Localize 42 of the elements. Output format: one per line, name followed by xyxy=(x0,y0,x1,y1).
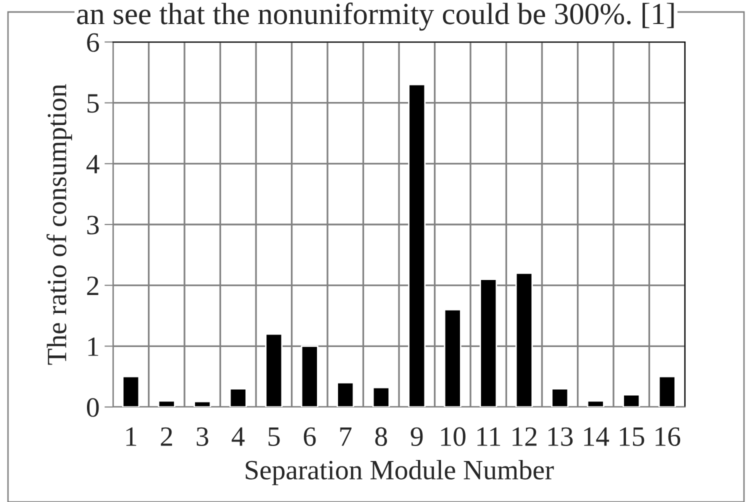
x-tick-label: 15 xyxy=(620,427,644,446)
y-tick-label: 1 xyxy=(88,337,98,356)
y-tick-label: 5 xyxy=(88,94,99,113)
bar xyxy=(658,376,676,407)
x-tick-label: 5 xyxy=(268,428,280,446)
y-tick-label: 6 xyxy=(87,33,99,52)
x-axis-title: Separation Module Number xyxy=(246,460,554,486)
x-tick-label: 2 xyxy=(160,427,172,446)
bar xyxy=(480,278,498,407)
bar xyxy=(336,382,354,407)
bar xyxy=(551,388,569,407)
text: an see that the nonuniformity could be 300%. [1] xyxy=(77,2,674,31)
x-tick-label: 11 xyxy=(477,427,500,446)
bar xyxy=(408,84,426,407)
y-axis-title: The ratio of consumption xyxy=(46,84,72,365)
x-tick-label: 6 xyxy=(304,427,316,446)
bar xyxy=(444,308,462,407)
bar xyxy=(622,394,640,407)
y-tick-label: 0 xyxy=(86,398,99,417)
x-tick-label: 10 xyxy=(441,427,466,446)
bar xyxy=(586,400,604,407)
x-tick-label: 8 xyxy=(375,427,388,446)
x-tick-label: 1 xyxy=(126,427,136,446)
x-tick-label: 14 xyxy=(584,427,610,446)
x-tick-label: 16 xyxy=(656,427,680,446)
bar xyxy=(229,388,247,407)
bar xyxy=(194,400,212,407)
bar xyxy=(300,345,318,407)
bar xyxy=(265,333,283,407)
y-tick-label: 2 xyxy=(87,276,98,295)
x-tick-label: 12 xyxy=(512,427,536,446)
bar xyxy=(122,376,140,407)
x-tick-label: 9 xyxy=(410,427,423,446)
bar xyxy=(372,386,390,407)
y-tick-label: 4 xyxy=(86,155,100,174)
bar xyxy=(158,400,176,407)
x-tick-label: 3 xyxy=(196,427,208,446)
x-tick-label: 4 xyxy=(232,427,245,446)
x-tick-label: 7 xyxy=(340,428,352,446)
y-tick-label: 3 xyxy=(87,216,99,234)
bar xyxy=(515,272,533,407)
x-tick-label: 13 xyxy=(548,427,573,446)
